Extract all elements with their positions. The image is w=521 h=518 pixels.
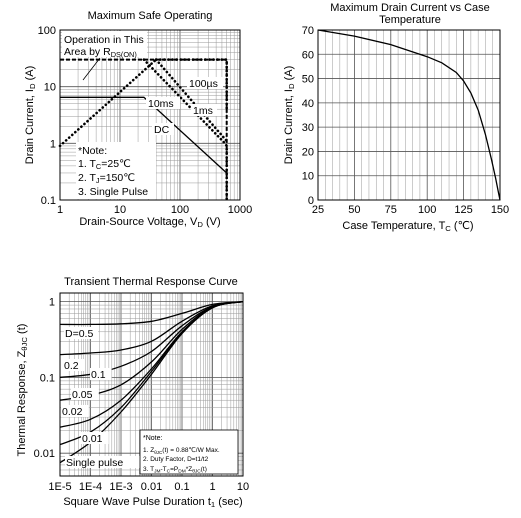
thermal-series-label-4: 0.02: [62, 406, 83, 418]
soa-label-dc: DC: [154, 124, 170, 136]
temp-x-tick: 100: [418, 204, 436, 216]
thermal-note-title: *Note:: [143, 435, 163, 442]
thermal-x-tick: 1: [209, 481, 215, 493]
soa-series-line-4: [60, 96, 228, 174]
thermal-series-label-bg: [63, 359, 85, 371]
soa-y-tick: 10: [44, 82, 56, 94]
temp-x-tick: 50: [348, 204, 360, 216]
soa-y-tick: 1: [50, 138, 56, 150]
thermal-series-label-bg: [61, 405, 89, 417]
thermal-note-2: 2. Duty Factor, D=t1/t2: [143, 456, 209, 463]
soa-dc-bg: [152, 123, 174, 135]
soa-note-title: *Note:: [78, 145, 107, 157]
temp-x-tick: 25: [312, 204, 324, 216]
soa-10ms-bg: [146, 97, 180, 109]
temp-y-tick: 60: [302, 49, 314, 61]
soa-frame: [59, 29, 241, 201]
thermal-x-tick: 0.1: [174, 481, 189, 493]
temp-y-tick: 0: [308, 195, 314, 207]
drain-current-vs-temperature-chart: Maximum Drain Current vs CaseTemperature…: [283, 2, 509, 233]
soa-y-tick: 100: [38, 25, 56, 37]
thermal-series-label-2: 0.1: [91, 369, 106, 381]
thermal-x-tick: 1E-4: [79, 481, 102, 493]
thermal-y-label: Thermal Response, ZθJC (t): [16, 324, 29, 457]
temp-y-tick: 20: [302, 146, 314, 158]
thermal-series-label-6: Single pulse: [66, 457, 123, 469]
soa-y-tick: 0.1: [41, 195, 56, 207]
temp-x-label: Case Temperature, TC (℃): [342, 220, 473, 233]
soa-note-3: 3. Single Pulse: [78, 186, 148, 198]
thermal-series-label-bg: [81, 432, 109, 444]
temp-frame: [317, 29, 501, 201]
soa-title: Maximum Safe Operating: [88, 10, 213, 22]
thermal-x-tick: 10: [237, 481, 249, 493]
temp-x-tick: 150: [491, 204, 509, 216]
temp-y-tick: 70: [302, 25, 314, 37]
soa-region-arrow: [82, 57, 101, 81]
soa-y-label: Drain Current, ID (A): [24, 66, 37, 165]
thermal-series-label-bg: [64, 327, 98, 339]
thermal-note-1: 1. ZθJC(t) = 0.88℃/W Max.: [143, 446, 220, 455]
temp-y-tick: 30: [302, 122, 314, 134]
thermal-y-tick: 1: [49, 297, 55, 309]
thermal-series-label-1: 0.2: [64, 360, 79, 372]
soa-label-1ms: 1ms: [193, 105, 213, 117]
soa-region-label-bg: [62, 31, 147, 57]
thermal-series-label-bg: [71, 388, 99, 400]
soa-x-tick: 10: [114, 204, 126, 216]
thermal-series-label-5: 0.01: [82, 433, 103, 445]
soa-label-10ms: 10ms: [148, 98, 174, 110]
thermal-response-chart: Transient Thermal Response Curve 1E-5 1E-4…: [16, 276, 249, 509]
soa-label-100us: 100µs: [189, 78, 218, 90]
thermal-note-3: 3. TJM-TC=PDM*ZθJC(t): [143, 466, 207, 475]
thermal-note-box: [139, 429, 239, 475]
temp-y-tick: 50: [302, 74, 314, 86]
temp-series-line: [317, 29, 501, 201]
soa-x-label: Drain-Source Voltage, VD (V): [79, 216, 220, 229]
temp-x-tick: 125: [454, 204, 472, 216]
thermal-x-tick: 1E-5: [48, 481, 71, 493]
thermal-series-label-0: D=0.5: [65, 328, 93, 340]
thermal-y-tick: 0.1: [40, 372, 55, 384]
soa-note-2: 2. TJ=150℃: [78, 172, 135, 185]
soa-note-bg: [76, 142, 156, 199]
thermal-series-line-1: [59, 300, 244, 356]
soa-series-line-5: [60, 58, 228, 200]
thermal-x-label: Square Wave Pulse Duration t1 (sec): [63, 496, 242, 509]
soa-1ms-bg: [191, 104, 217, 116]
temp-y-tick: 40: [302, 98, 314, 110]
soa-note-1: 1. TC=25℃: [78, 158, 131, 171]
soa-region-label-2: Area by RDS(ON): [64, 46, 137, 59]
thermal-x-tick: 0.01: [141, 481, 162, 493]
temp-y-label: Drain Current, ID (A): [283, 66, 296, 165]
thermal-y-tick: 0.01: [34, 448, 55, 460]
soa-series-line-0: [58, 58, 158, 148]
soa-region-label-1: Operation in This: [64, 34, 144, 46]
thermal-series-label-3: 0.05: [72, 389, 93, 401]
soa-x-tick: 100: [171, 204, 189, 216]
temp-title-2: Temperature: [379, 14, 441, 26]
soa-100us-bg: [187, 77, 223, 89]
soa-x-tick: 1000: [228, 204, 252, 216]
temp-x-tick: 75: [385, 204, 397, 216]
temp-y-tick: 10: [302, 171, 314, 183]
thermal-series-line-0: [59, 300, 244, 326]
temp-title-1: Maximum Drain Current vs Case: [330, 2, 490, 14]
thermal-series-label-bg: [90, 368, 112, 380]
soa-series-line-2: [154, 58, 228, 143]
thermal-frame: [59, 292, 244, 477]
thermal-title: Transient Thermal Response Curve: [64, 276, 238, 288]
thermal-x-tick: 1E-3: [109, 481, 132, 493]
soa-x-tick: 1: [57, 204, 63, 216]
thermal-series-label-bg: [65, 456, 143, 468]
